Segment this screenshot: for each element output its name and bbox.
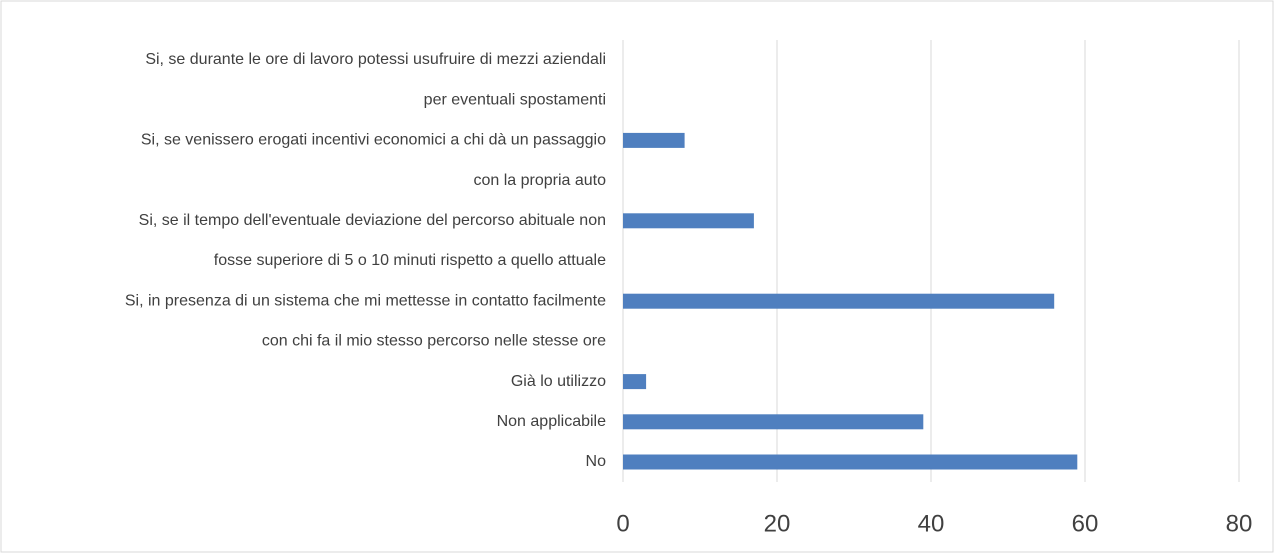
bar [623,454,1078,470]
x-tick-label: 40 [918,510,945,537]
x-tick-label: 20 [764,510,791,537]
y-tick-label: No [586,453,607,470]
y-tick-label: fosse superiore di 5 o 10 minuti rispett… [214,252,606,269]
x-tick-label: 80 [1226,510,1253,537]
y-tick-label: Già lo utilizzo [511,373,606,390]
y-tick-label: Si, se venissero erogati incentivi econo… [141,132,606,149]
y-tick-label: con la propria auto [473,172,606,189]
y-tick-label: Non applicabile [497,413,607,430]
y-tick-label: Si, in presenza di un sistema che mi met… [125,292,606,309]
y-tick-label: per eventuali spostamenti [424,91,606,108]
y-tick-label: con chi fa il mio stesso percorso nelle … [262,333,606,350]
x-tick-label: 0 [616,510,629,537]
bar [623,414,924,430]
bar [623,293,1055,309]
bar [623,132,685,148]
y-tick-label: Si, se il tempo dell'eventuale deviazion… [139,212,606,229]
x-tick-label: 60 [1072,510,1099,537]
bar [623,374,647,390]
bar [623,213,754,229]
y-tick-label: Si, se durante le ore di lavoro potessi … [145,51,606,68]
